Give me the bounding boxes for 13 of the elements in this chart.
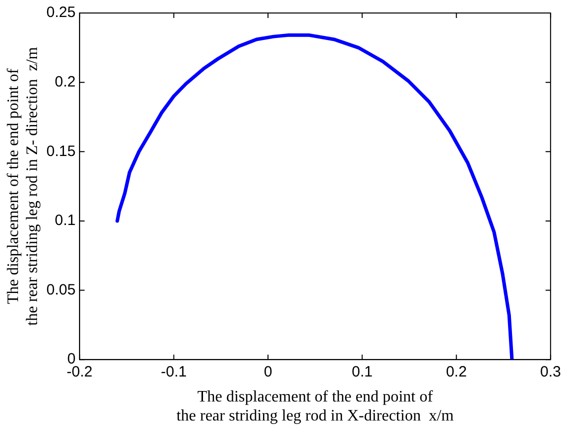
x-tick-label: -0.2 (66, 364, 93, 381)
x-tick-label: -0.1 (160, 364, 187, 381)
x-tick-label: 0.3 (540, 364, 562, 381)
y-axis-title: The displacement of the end point of the rear striding leg rod in Z- direction z/m (4, 46, 42, 326)
x-tick-label: 0 (264, 364, 272, 381)
x-tick-label: 0.1 (352, 364, 373, 381)
y-tick-label: 0.25 (46, 4, 76, 22)
x-axis-title: The displacement of the end point of the rear striding leg rod in X-direction x/m (176, 388, 454, 425)
y-tick-label: 0.15 (46, 142, 76, 160)
x-tick-label: 0.2 (446, 364, 467, 381)
y-tick-label: 0.2 (54, 73, 76, 90)
y-tick-label: 0.05 (46, 281, 76, 298)
y-tick-label: 0.1 (54, 212, 76, 230)
